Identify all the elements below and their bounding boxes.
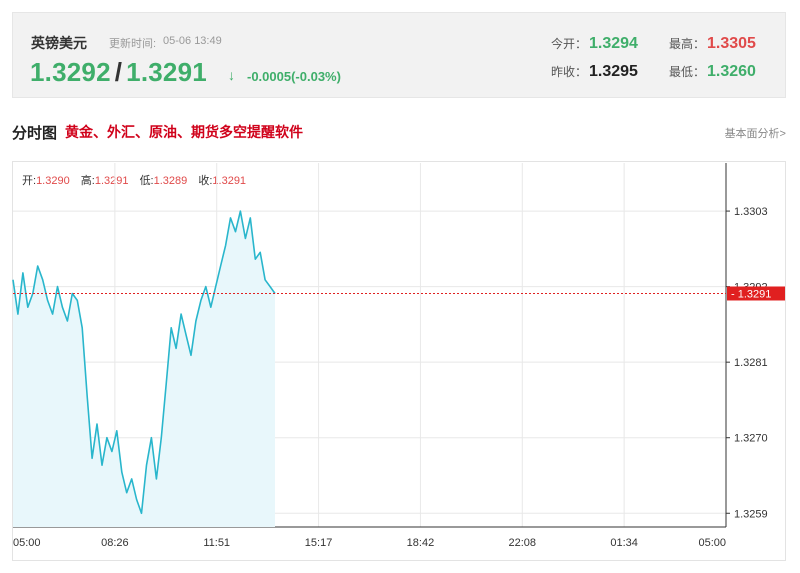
- price-main: 1.3292/1.3291: [30, 57, 207, 87]
- x-tick-label: 18:42: [407, 537, 435, 549]
- y-tick-label: 1.3270: [734, 433, 768, 445]
- promo-link[interactable]: 黄金、外汇、原油、期货多空提醒软件: [65, 124, 303, 140]
- update-label: 更新时间:: [109, 38, 157, 50]
- pair-name: 英镑美元: [31, 35, 87, 51]
- price-change: -0.0005(-0.03%): [247, 69, 341, 84]
- down-arrow-icon: ↓: [228, 67, 235, 83]
- quote-header: 英镑美元 更新时间: 05-06 13:49 1.3292/1.3291 ↓ -…: [12, 12, 786, 98]
- x-tick-label: 08:26: [101, 537, 129, 549]
- chart-frame: [12, 161, 786, 561]
- stat-prev-close: 昨收： 1.3295: [551, 63, 638, 80]
- basic-analysis-link[interactable]: 基本面分析>: [724, 128, 786, 140]
- stat-low: 最低： 1.3260: [669, 63, 756, 80]
- stat-open: 今开： 1.3294: [551, 35, 638, 52]
- x-tick-label: 05:00: [13, 537, 41, 549]
- stat-high: 最高： 1.3305: [669, 35, 756, 52]
- current-price-label: - 1.3291: [731, 288, 771, 300]
- x-tick-label: 11:51: [203, 537, 230, 549]
- y-tick-label: 1.3303: [734, 206, 768, 218]
- ask-price: 1.3291: [126, 57, 207, 87]
- x-tick-label: 22:08: [509, 537, 537, 549]
- section-title: 分时图: [12, 125, 58, 142]
- bid-price: 1.3292: [30, 57, 111, 87]
- ohlc-readout: 开:1.3290 高:1.3291 低:1.3289 收:1.3291: [22, 175, 247, 187]
- series-area: [13, 211, 275, 527]
- y-tick-label: 1.3259: [734, 508, 768, 520]
- x-tick-label: 01:34: [610, 537, 638, 549]
- current-price-tag: [727, 286, 785, 301]
- x-tick-label: 15:17: [305, 537, 333, 549]
- y-tick-label: 1.3281: [734, 357, 768, 369]
- series-line: [12, 210, 276, 515]
- update-time: 05-06 13:49: [163, 35, 222, 47]
- x-tick-label: 05:00: [698, 537, 726, 549]
